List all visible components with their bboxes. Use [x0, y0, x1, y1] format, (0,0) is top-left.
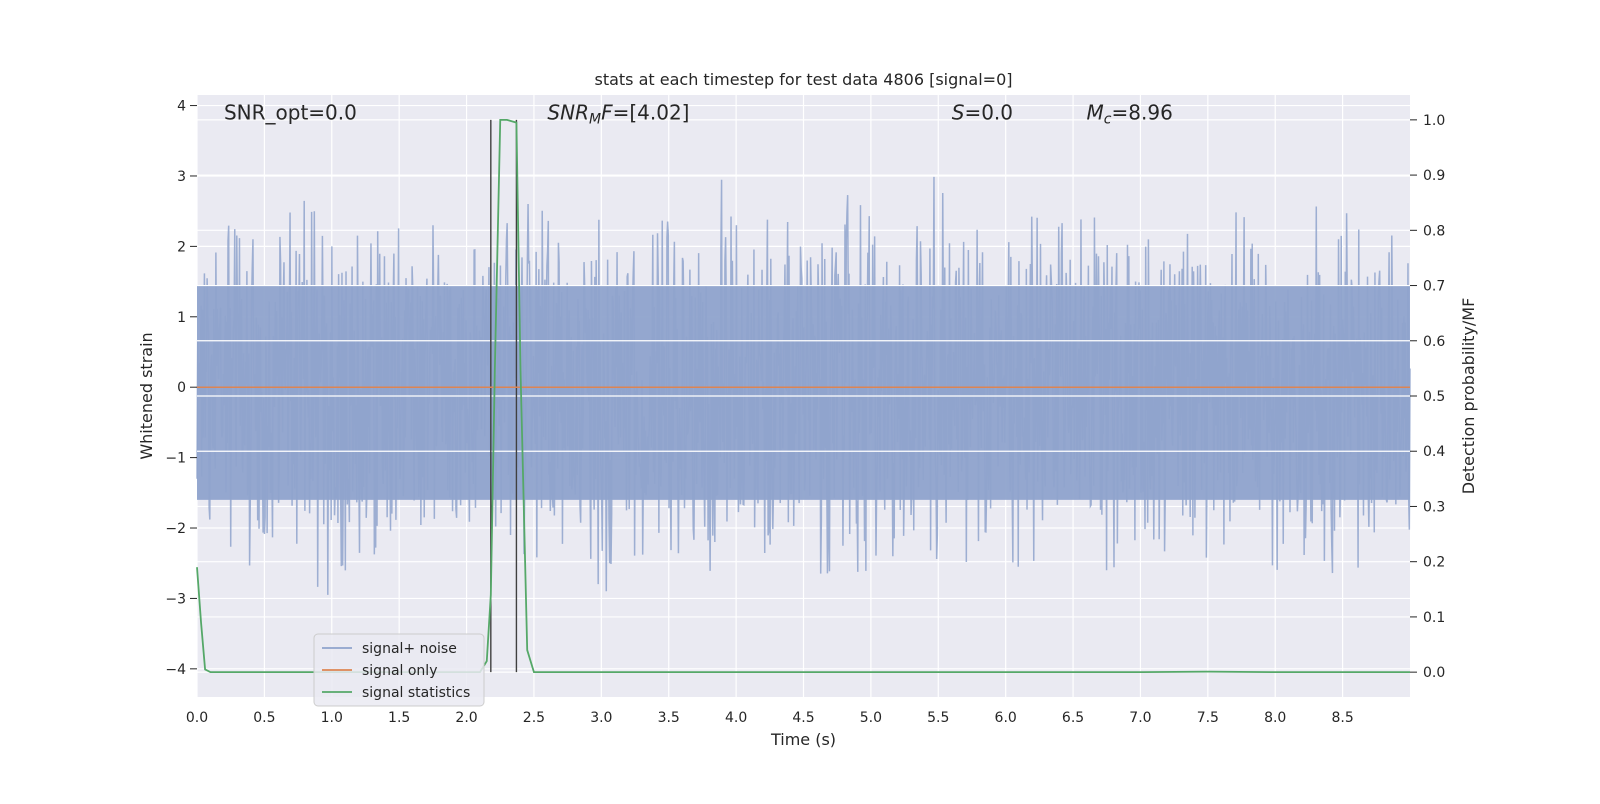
x-tick-label: 6.5 [1062, 710, 1084, 726]
y2-tick-label: 0.4 [1423, 444, 1445, 460]
x-tick-label: 4.0 [725, 710, 747, 726]
x-tick-label: 8.5 [1331, 710, 1353, 726]
x-axis-ticks: 0.0 0.5 1.0 1.5 2.0 2.5 3.0 3.5 4.0 4.5 5.0 5.5 6.0 6… [186, 710, 1354, 726]
x-tick-label: 0.5 [253, 710, 275, 726]
y-axis-label: Whitened strain [137, 332, 156, 459]
y2-tick-label: 1.0 [1423, 113, 1445, 129]
x-tick-label: 6.0 [995, 710, 1017, 726]
legend-label: signal+ noise [362, 641, 457, 657]
annotation-snr-opt: SNR_opt=0.0 [224, 101, 357, 125]
y-tick-label: −2 [165, 521, 186, 537]
statistics-line [196, 118, 1410, 674]
y-tick-label: 2 [177, 239, 186, 255]
y-tick-label: 3 [177, 169, 186, 185]
y-tick-label: −4 [165, 662, 186, 678]
chart-title: stats at each timestep for test data 480… [594, 70, 1012, 89]
y2-tick-label: 0.7 [1423, 279, 1445, 295]
x-tick-label: 2.0 [455, 710, 477, 726]
legend-box [313, 633, 485, 707]
x-tick-label: 5.0 [860, 710, 882, 726]
y2-axis-label: Detection probability/MF [1459, 298, 1478, 495]
noise-core-band [197, 285, 1410, 500]
legend-label: signal statistics [362, 685, 470, 701]
x-tick-label: 0.0 [186, 710, 208, 726]
legend: signal+ noise signal only signal statistic… [313, 633, 485, 707]
y2-axis-ticks: 0.0 0.1 0.2 0.3 0.4 0.5 0.6 0.7 0.8 0.9 1.0 [1410, 113, 1445, 681]
x-tick-label: 5.5 [927, 710, 949, 726]
annotations: SNR_opt=0.0 SNRMF=[4.02] S=0.0 Mc=8.96 [224, 101, 1173, 128]
y2-tick-label: 0.9 [1423, 168, 1445, 184]
y2-tick-label: 0.8 [1423, 223, 1445, 239]
annotation-snr-mf: SNRMF=[4.02] [547, 101, 689, 128]
y-axis-ticks: −4 −3 −2 −1 0 1 2 3 4 [165, 99, 197, 678]
x-tick-label: 8.0 [1264, 710, 1286, 726]
x-axis-label: Time (s) [770, 730, 836, 749]
y-tick-label: 1 [177, 310, 186, 326]
x-tick-label: 3.0 [590, 710, 612, 726]
y2-tick-label: 0.6 [1423, 334, 1445, 350]
noise-series [196, 176, 1411, 595]
x-tick-label: 3.5 [658, 710, 680, 726]
x-tick-label: 2.5 [523, 710, 545, 726]
annotation-s: S=0.0 [952, 101, 1013, 125]
y2-tick-label: 0.3 [1423, 499, 1445, 515]
statistics-series [196, 118, 1410, 674]
legend-label: signal only [362, 663, 437, 679]
y-tick-label: −3 [165, 591, 186, 607]
x-tick-label: 1.0 [321, 710, 343, 726]
x-tick-label: 7.5 [1197, 710, 1219, 726]
y2-tick-label: 0.1 [1423, 610, 1445, 626]
y-tick-label: 4 [177, 99, 186, 115]
x-tick-label: 1.5 [388, 710, 410, 726]
y2-tick-label: 0.2 [1423, 555, 1445, 571]
y-tick-label: −1 [165, 451, 186, 467]
y2-tick-label: 0.0 [1423, 665, 1445, 681]
annotation-mc: Mc=8.96 [1087, 101, 1173, 128]
x-tick-label: 4.5 [792, 710, 814, 726]
x-tick-label: 7.0 [1129, 710, 1151, 726]
y2-tick-label: 0.5 [1423, 389, 1445, 405]
y-tick-label: 0 [177, 380, 186, 396]
